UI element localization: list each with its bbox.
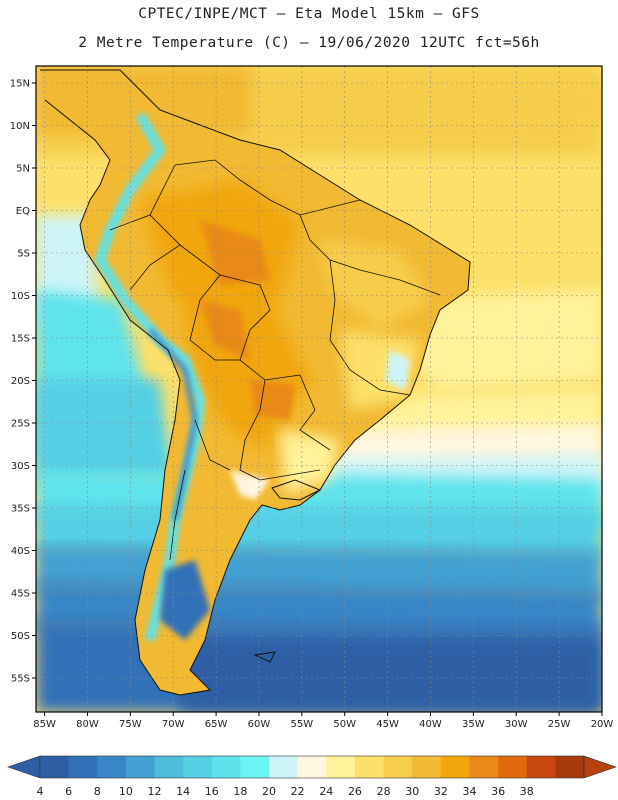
lon-tick-label: 25W [548, 719, 571, 730]
colorbar-swatch [154, 756, 184, 778]
lat-tick-label: 20S [11, 376, 30, 387]
lat-tick-label: 25S [11, 419, 30, 430]
lon-tick-label: 35W [462, 719, 485, 730]
lat-tick-label: 40S [11, 546, 30, 557]
lon-tick-label: 65W [205, 719, 228, 730]
colorbar-label: 10 [119, 785, 133, 798]
colorbar-swatch [555, 756, 585, 778]
map-plot-area [36, 66, 602, 712]
colorbar-label: 18 [233, 785, 247, 798]
colorbar-label: 16 [205, 785, 219, 798]
colorbar-under-arrow [7, 755, 41, 779]
colorbar-swatch [269, 756, 299, 778]
lat-tick-label: 15N [10, 79, 30, 90]
chart-title-line1: CPTEC/INPE/MCT – Eta Model 15km – GFS [138, 6, 480, 22]
lat-tick-label: 50S [11, 631, 30, 642]
lat-tick-label: 10S [11, 291, 30, 302]
colorbar-label: 36 [491, 785, 505, 798]
chart-title-line2: 2 Metre Temperature (C) – 19/06/2020 12U… [78, 35, 540, 51]
lon-tick-label: 85W [33, 719, 56, 730]
colorbar-swatch [412, 756, 442, 778]
colorbar-label: 32 [434, 785, 448, 798]
lat-tick-label: EQ [16, 206, 30, 217]
graticule [36, 66, 602, 712]
lon-tick-label: 30W [505, 719, 528, 730]
colorbar-label: 8 [94, 785, 101, 798]
lon-tick-label: 75W [119, 719, 142, 730]
colorbar-label: 28 [377, 785, 391, 798]
colorbar-label: 12 [148, 785, 162, 798]
lat-tick-label: 30S [11, 461, 30, 472]
lon-tick-label: 60W [248, 719, 271, 730]
country-borders [109, 159, 441, 561]
colorbar-label: 6 [65, 785, 72, 798]
colorbar-swatch [68, 756, 98, 778]
longitude-axis: 85W 80W 75W 70W 65W 60W 55W 50W 45W 40W 35W 30W 25W 2… [33, 712, 613, 730]
colorbar-over-arrow [583, 755, 617, 779]
colorbar-label: 26 [348, 785, 362, 798]
lat-tick-label: 35S [11, 504, 30, 515]
colorbar-label: 30 [405, 785, 419, 798]
colorbar-label: 38 [520, 785, 534, 798]
colorbar-swatch [297, 756, 327, 778]
colorbar-swatch [211, 756, 241, 778]
colorbar-frame [39, 755, 585, 779]
colorbar-label: 20 [262, 785, 276, 798]
lat-tick-label: 10N [10, 121, 30, 132]
temperature-colorbar: 4 6 8 10 12 14 16 18 20 22 24 26 28 30 32 34 36 38 [7, 755, 617, 798]
ocean-temperature-field [36, 66, 602, 712]
colorbar-swatch [240, 756, 270, 778]
lon-tick-label: 80W [76, 719, 99, 730]
colorbar-swatch [326, 756, 356, 778]
lat-tick-label: 15S [11, 334, 30, 345]
continent-temperature-field [40, 70, 470, 695]
lon-tick-label: 20W [591, 719, 614, 730]
colorbar-swatch [469, 756, 499, 778]
lon-tick-label: 55W [291, 719, 314, 730]
lon-tick-label: 50W [333, 719, 356, 730]
colorbar-swatch [498, 756, 528, 778]
coastlines [40, 69, 471, 696]
colorbar-swatch [183, 756, 213, 778]
colorbar-label: 24 [319, 785, 333, 798]
colorbar-swatch [40, 756, 70, 778]
colorbar-swatch [354, 756, 384, 778]
lon-tick-label: 70W [162, 719, 185, 730]
colorbar-label: 4 [37, 785, 44, 798]
colorbar-label: 14 [176, 785, 190, 798]
colorbar-swatch [125, 756, 155, 778]
lat-tick-label: 5S [17, 249, 30, 260]
lon-tick-label: 40W [419, 719, 442, 730]
lat-tick-label: 5N [16, 164, 30, 175]
latitude-axis: 15N 10N 5N EQ 5S 10S 15S 20S 25S 30S 35S 40S 45S 50S 5… [10, 79, 36, 685]
colorbar-swatch [526, 756, 556, 778]
colorbar-swatch [97, 756, 127, 778]
colorbar-label: 34 [462, 785, 476, 798]
lon-tick-label: 45W [376, 719, 399, 730]
lat-tick-label: 55S [11, 674, 30, 685]
colorbar-label: 22 [291, 785, 305, 798]
colorbar-swatch [383, 756, 413, 778]
lat-tick-label: 45S [11, 589, 30, 600]
map-frame [35, 65, 603, 713]
colorbar-swatch [440, 756, 470, 778]
